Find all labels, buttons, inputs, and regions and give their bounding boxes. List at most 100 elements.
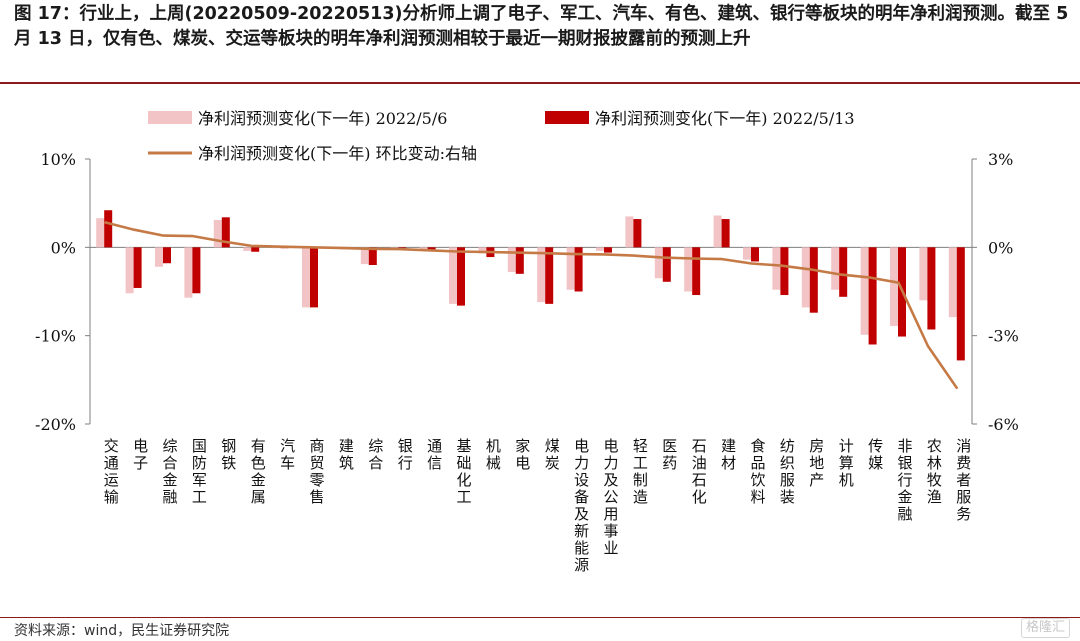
bar-s1-24	[772, 247, 781, 290]
bar-s1-18	[596, 247, 604, 251]
y-left-tick-label: -10%	[35, 327, 76, 346]
figure-title: 图 17：行业上，上周(20220509-20220513)分析师上调了电子、军…	[14, 4, 1069, 49]
bar-s1-13	[449, 247, 457, 304]
x-tick-label: 通信	[425, 438, 443, 472]
x-tick-label: 传媒	[866, 438, 884, 472]
x-tick-label: 国防军工	[190, 438, 208, 506]
legend-label-1: 净利润预测变化(下一年) 2022/5/6	[198, 109, 447, 128]
x-tick-label: 纺织服装	[778, 438, 796, 506]
x-tick-label: 银行	[396, 438, 414, 472]
bar-s2-1	[104, 210, 113, 248]
bar-s2-2	[133, 247, 142, 288]
x-tick-label: 电子	[131, 438, 149, 472]
bar-s2-17	[574, 247, 583, 292]
bar-s2-30	[956, 247, 965, 361]
bar-s1-21	[684, 247, 693, 292]
bar-s1-5	[213, 219, 222, 248]
bar-s1-22	[713, 215, 722, 248]
x-tick-label: 建筑	[337, 438, 355, 472]
bar-s2-26	[839, 247, 848, 297]
bar-s1-4	[184, 247, 193, 298]
legend-label-3: 净利润预测变化(下一年) 环比变动:右轴	[198, 144, 477, 163]
bar-s1-20	[654, 247, 663, 279]
bar-s2-29	[927, 247, 936, 330]
x-tick-label: 轻工制造	[631, 438, 649, 506]
x-tick-label: 机械	[484, 438, 502, 472]
legend: 净利润预测变化(下一年) 2022/5/6 净利润预测变化(下一年) 2022/5…	[148, 109, 855, 163]
y-left-tick-label: -20%	[35, 415, 76, 434]
chart: 净利润预测变化(下一年) 2022/5/6 净利润预测变化(下一年) 2022/5…	[35, 109, 1019, 574]
bar-s1-19	[625, 216, 634, 248]
bar-s1-30	[948, 247, 957, 318]
x-tick-label: 综合	[366, 438, 384, 472]
bar-s1-3	[155, 247, 163, 267]
x-tick-label: 电力及公用事业	[602, 438, 620, 557]
bar-s1-14	[478, 247, 487, 254]
bar-s2-16	[545, 247, 554, 304]
y-left-tick-label: 0%	[51, 238, 76, 257]
x-tick-label: 石油石化	[690, 438, 708, 506]
y-right-tick-label: -6%	[988, 415, 1019, 434]
series-1-bars	[96, 215, 957, 335]
bar-s1-15	[507, 247, 516, 273]
bar-s1-10	[360, 247, 369, 265]
bar-s2-27	[868, 247, 877, 345]
x-tick-label: 煤炭	[543, 438, 561, 472]
bar-s1-2	[125, 247, 134, 294]
y-left-tick-label: 10%	[40, 150, 76, 169]
bar-s1-8	[302, 247, 310, 308]
axes: 10% 0% -10% -20% 3% 0% -3% -6%	[35, 150, 1019, 434]
bar-s2-21	[692, 247, 701, 296]
legend-swatch-1	[148, 111, 192, 124]
legend-swatch-2	[545, 111, 589, 124]
x-tick-label: 基础化工	[455, 438, 473, 506]
bar-s1-23	[743, 247, 751, 260]
bar-s2-20	[662, 247, 671, 282]
bar-s2-24	[780, 247, 789, 296]
bar-s1-6	[243, 247, 252, 251]
x-tick-label: 有色金属	[249, 438, 267, 506]
bar-s2-8	[310, 247, 318, 308]
bar-s2-23	[751, 247, 759, 262]
bar-s2-22	[721, 219, 730, 248]
bar-s2-15	[515, 247, 524, 274]
bar-s2-5	[221, 217, 230, 248]
y-right-tick-label: 0%	[988, 238, 1013, 257]
x-tick-label: 钢铁	[219, 438, 237, 472]
bar-s1-1	[96, 218, 105, 248]
bar-s2-3	[163, 247, 171, 264]
bar-s2-6	[251, 247, 260, 252]
source-rule	[0, 617, 1080, 618]
x-axis-labels: 交通运输 电子 综合金融 国防军工 钢铁 有色金属 汽车 商贸零售 建筑 综合 银行 通信 基础化工 机械…	[102, 437, 973, 574]
bar-s2-10	[368, 247, 377, 265]
x-tick-label: 非银行金融	[896, 438, 914, 523]
bar-s1-17	[566, 247, 575, 290]
bar-s2-13	[457, 247, 465, 306]
x-tick-label: 建材	[719, 438, 737, 472]
bar-s2-25	[809, 247, 818, 313]
x-tick-label: 交通运输	[102, 437, 120, 506]
title-rule	[0, 82, 1080, 84]
bar-s1-16	[537, 247, 546, 303]
x-tick-label: 汽车	[278, 438, 296, 472]
x-tick-label: 综合金融	[161, 438, 179, 506]
bar-s1-26	[831, 247, 840, 290]
source-note: 资料来源：wind，民生证券研究院	[14, 623, 230, 639]
legend-label-2: 净利润预测变化(下一年) 2022/5/13	[595, 109, 855, 128]
x-tick-label: 医药	[660, 438, 678, 472]
x-tick-label: 电力设备及新能源	[572, 438, 590, 574]
series-3-line	[104, 221, 959, 390]
bar-s1-28	[890, 247, 898, 326]
x-tick-label: 食品饮料	[749, 438, 767, 506]
bar-s1-25	[801, 247, 810, 308]
bar-s2-12	[427, 247, 436, 251]
x-tick-label: 消费者服务	[954, 438, 972, 523]
x-tick-label: 计算机	[837, 438, 855, 489]
bar-s2-18	[604, 247, 612, 253]
series-3-polyline	[104, 221, 959, 390]
x-tick-label: 农林牧渔	[925, 438, 943, 506]
bar-s2-19	[633, 219, 642, 248]
x-tick-label: 房地产	[807, 438, 825, 489]
bar-s2-4	[192, 247, 201, 294]
bar-s1-29	[919, 247, 928, 301]
